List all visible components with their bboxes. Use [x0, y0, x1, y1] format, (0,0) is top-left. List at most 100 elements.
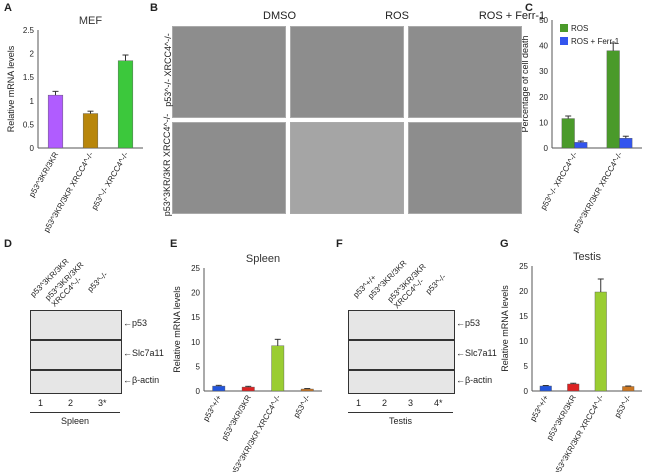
- band-p53: ←p53: [123, 318, 148, 328]
- f-band-p53: ←p53: [456, 318, 481, 328]
- y-tick-label: 0: [524, 387, 529, 396]
- x-tick-label: p53^3KR/3KR XRCC4^-/-: [552, 393, 606, 472]
- y-tick-label: 40: [539, 42, 548, 51]
- y-tick-label: 5: [524, 362, 529, 371]
- tissue-line-d: [30, 412, 120, 413]
- y-tick-label: 5: [196, 362, 201, 371]
- x-tick-label: p53^3KR/3KR XRCC4^-/-: [571, 150, 625, 234]
- y-tick-label: 10: [539, 118, 548, 127]
- x-tick-label: p53^-/-: [613, 393, 633, 419]
- micrograph-r1-ferr1: [408, 26, 522, 118]
- bar: [539, 385, 552, 392]
- f-lane-num-1: 1: [356, 398, 362, 408]
- blot-actin: [30, 370, 122, 394]
- bar: [606, 50, 620, 149]
- bar: [241, 386, 255, 392]
- y-axis-label: Relative mRNA levels: [172, 286, 182, 373]
- panel-a-label: A: [4, 2, 12, 14]
- lane-num-2: 2: [68, 398, 74, 408]
- x-tick-label: p53^-/-: [292, 393, 312, 419]
- micrograph-r2-dmso: [172, 122, 286, 214]
- x-tick-label: p53^+/+: [201, 393, 223, 423]
- bar: [619, 138, 633, 149]
- panel-b: DMSO ROS ROS + Ferr-1 p53^-/- XRCC4^-/- …: [152, 10, 562, 235]
- col-dmso: DMSO: [263, 10, 296, 22]
- x-tick-label: p53^-/- XRCC4^-/-: [539, 150, 580, 211]
- tissue-line-f: [348, 412, 453, 413]
- legend-label: ROS: [571, 24, 588, 33]
- panel-b-label: B: [150, 2, 158, 14]
- bar: [594, 291, 607, 392]
- y-tick-label: 2.5: [23, 26, 35, 35]
- y-tick-label: 10: [191, 338, 200, 347]
- bar: [622, 386, 635, 392]
- y-axis-label: Percentage of cell death: [522, 35, 530, 132]
- x-tick-label: p53^3KR/3KR: [220, 393, 253, 441]
- panel-d-label: D: [4, 238, 12, 250]
- micrograph-r1-ros: [290, 26, 404, 118]
- y-tick-label: 1: [30, 97, 35, 106]
- tissue-f: Testis: [388, 416, 412, 426]
- f-blot-actin: [348, 370, 455, 394]
- x-tick-label: p53^-/- XRCC4^-/-: [90, 150, 131, 211]
- band-actin: ←β-actin: [123, 375, 160, 385]
- f-lane-num-4: 4*: [434, 398, 443, 408]
- col-ros: ROS: [385, 10, 409, 22]
- bar: [300, 388, 314, 392]
- row-label-2: p53^3KR/3KR XRCC4^-/-: [162, 113, 172, 217]
- lane-num-1: 1: [38, 398, 44, 408]
- panel-g-label: G: [500, 238, 509, 250]
- bar: [561, 118, 575, 149]
- micrograph-r1-dmso: [172, 26, 286, 118]
- legend-swatch: [560, 24, 568, 32]
- panel-e-chart: Spleen Relative mRNA levels 0 5 10 15 20 25 p53^…: [172, 253, 322, 472]
- f-band-slc7a11: ←Slc7a11: [456, 348, 497, 358]
- y-tick-label: 25: [191, 264, 200, 273]
- y-tick-label: 0: [544, 144, 549, 153]
- micrograph-r2-ferr1: [408, 122, 522, 214]
- tissue-d: Spleen: [60, 416, 90, 426]
- legend-label: ROS + Ferr-1: [571, 37, 620, 46]
- f-lane-num-3: 3: [408, 398, 414, 408]
- band-slc7a11: ←Slc7a11: [123, 348, 164, 358]
- chart-title: Testis: [573, 251, 602, 263]
- y-tick-label: 0: [30, 144, 35, 153]
- y-tick-label: 20: [539, 93, 548, 102]
- lane-num-3: 3*: [98, 398, 107, 408]
- panel-c-label: C: [525, 2, 533, 14]
- y-axis-label: Relative mRNA levels: [6, 45, 16, 132]
- panel-g-chart: Testis Relative mRNA levels 0 5 10 15 20 25 p53^…: [500, 251, 642, 472]
- panel-f-label: F: [336, 238, 343, 250]
- bar: [47, 94, 64, 149]
- x-tick-label: p53^3KR/3KR: [27, 150, 60, 198]
- y-tick-label: 0.5: [23, 120, 35, 129]
- panel-e-label: E: [170, 238, 178, 250]
- blot-slc7a11: [30, 340, 122, 370]
- bar: [82, 113, 99, 149]
- x-tick-label: p53^3KR/3KR XRCC4^-/-: [229, 393, 283, 472]
- panel-c-chart: Percentage of cell death 0 10 20 30 40 50 p53^-…: [522, 16, 642, 234]
- y-tick-label: 0: [196, 387, 201, 396]
- legend-swatch: [560, 37, 568, 45]
- y-tick-label: 25: [519, 262, 528, 271]
- f-lane-num-2: 2: [382, 398, 388, 408]
- chart-title: MEF: [79, 15, 103, 27]
- panel-a-chart: MEF Relative mRNA levels 0 0.5 1 1.5 2 2.5 p53^3…: [6, 15, 143, 234]
- f-blot-p53: [348, 310, 455, 340]
- y-tick-label: 2: [30, 50, 35, 59]
- y-tick-label: 10: [519, 337, 528, 346]
- y-tick-label: 15: [191, 313, 200, 322]
- y-tick-label: 1.5: [23, 73, 35, 82]
- panel-d: p53^3KR/3KR p53^3KR/3KR XRCC4^-/- p53^-/…: [18, 240, 168, 470]
- panel-f: p53^+/+ p53^3KR/3KR p53^3KR/3KR XRCC4^-/…: [340, 240, 500, 470]
- y-tick-label: 20: [191, 289, 200, 298]
- y-tick-label: 30: [539, 67, 548, 76]
- x-tick-label: p53^+/+: [528, 393, 550, 423]
- col-ros-ferr1: ROS + Ferr-1: [478, 10, 546, 22]
- chart-title: Spleen: [246, 253, 280, 265]
- y-tick-label: 50: [539, 16, 548, 25]
- bar: [212, 385, 226, 392]
- row-label-1: p53^-/- XRCC4^-/-: [163, 33, 173, 107]
- bar: [574, 142, 588, 149]
- bar: [117, 60, 134, 149]
